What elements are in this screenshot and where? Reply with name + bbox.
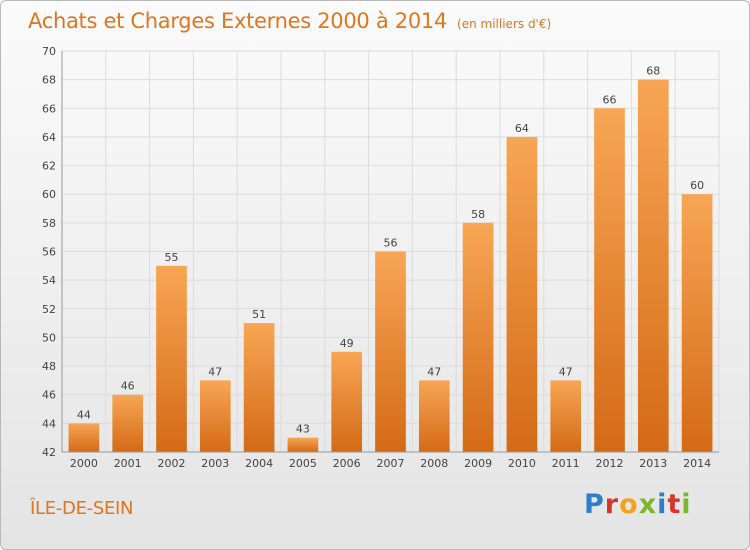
bar	[418, 380, 450, 452]
x-tick-label: 2008	[420, 457, 448, 470]
y-tick-label: 70	[42, 45, 56, 58]
bar	[637, 79, 669, 453]
y-tick-label: 64	[42, 131, 56, 144]
bar	[199, 380, 231, 452]
data-label: 51	[252, 308, 266, 321]
chart-title: Achats et Charges Externes 2000 à 2014 (e…	[28, 9, 551, 33]
y-tick-label: 60	[42, 188, 56, 201]
data-label: 68	[646, 65, 660, 78]
y-tick-label: 46	[42, 389, 56, 402]
bar	[375, 251, 406, 452]
logo-letter: t	[667, 489, 682, 520]
y-tick-label: 68	[42, 74, 56, 87]
logo-letter: x	[638, 489, 658, 520]
bar	[68, 423, 100, 452]
x-tick-label: 2011	[552, 457, 580, 470]
bar	[331, 351, 363, 452]
x-tick-label: 2004	[245, 457, 273, 470]
x-tick-label: 2005	[289, 457, 317, 470]
logo-letter: i	[681, 489, 692, 520]
y-tick-label: 66	[42, 102, 56, 115]
bar	[550, 380, 582, 452]
data-label: 55	[165, 251, 179, 264]
y-tick-label: 58	[42, 217, 56, 230]
logo-letter: P	[584, 489, 605, 520]
data-label: 64	[515, 122, 529, 135]
logo-letter: i	[657, 489, 668, 520]
data-label: 49	[340, 337, 354, 350]
location-label: ÎLE-DE-SEIN	[30, 498, 134, 519]
x-tick-label: 2012	[596, 457, 624, 470]
bar	[112, 394, 144, 452]
y-tick-label: 42	[42, 446, 56, 459]
y-tick-label: 48	[42, 360, 56, 373]
chart-title-text: Achats et Charges Externes 2000 à 2014	[28, 9, 448, 33]
x-tick-label: 2009	[464, 457, 492, 470]
bar	[156, 265, 187, 452]
bar	[681, 194, 713, 452]
x-tick-label: 2014	[683, 457, 711, 470]
y-tick-label: 44	[42, 417, 56, 430]
data-label: 43	[296, 423, 310, 436]
data-label: 66	[603, 93, 617, 106]
x-tick-label: 2002	[158, 457, 186, 470]
x-tick-label: 2010	[508, 457, 536, 470]
bars	[68, 79, 713, 453]
bar	[243, 323, 275, 452]
x-tick-label: 2013	[639, 457, 667, 470]
y-tick-label: 50	[42, 331, 56, 344]
data-label: 56	[384, 237, 398, 250]
axes: 42 44 46 48 50 52 54 56 58 60 62 64 66 68 70 44 2000 46 20…	[42, 45, 719, 470]
y-tick-label: 52	[42, 303, 56, 316]
proxiti-logo: Proxiti	[584, 489, 692, 520]
y-tick-label: 56	[42, 246, 56, 259]
data-label: 46	[121, 380, 135, 393]
logo-letter: r	[604, 489, 620, 520]
data-label: 47	[208, 365, 222, 378]
logo-letter: o	[619, 489, 639, 520]
x-tick-label: 2001	[114, 457, 142, 470]
x-tick-label: 2006	[333, 457, 361, 470]
bar	[594, 108, 625, 453]
bar	[287, 437, 319, 452]
y-tick-label: 54	[42, 274, 56, 287]
data-label: 44	[77, 408, 91, 421]
x-tick-label: 2003	[201, 457, 229, 470]
bar	[462, 222, 494, 452]
y-tick-label: 62	[42, 160, 56, 173]
data-label: 58	[471, 208, 485, 221]
bar	[506, 136, 538, 452]
x-tick-label: 2007	[377, 457, 405, 470]
data-label: 47	[559, 365, 573, 378]
data-label: 47	[427, 365, 441, 378]
data-label: 60	[690, 179, 704, 192]
chart-subtitle: (en milliers d'€)	[457, 17, 552, 31]
x-tick-label: 2000	[70, 457, 98, 470]
